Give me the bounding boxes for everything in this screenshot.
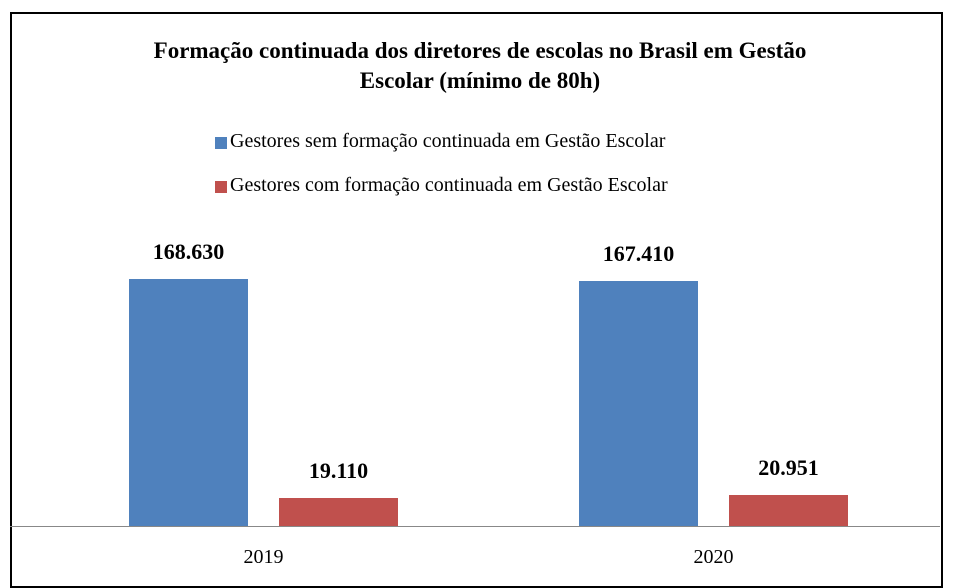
bar — [579, 280, 698, 526]
value-label: 168.630 — [152, 239, 225, 264]
value-label: 19.110 — [308, 458, 369, 483]
legend-label: Gestores com formação continuada em Gest… — [230, 174, 668, 196]
x-tick-label: 2019 — [243, 546, 284, 568]
legend-swatch — [215, 137, 227, 149]
x-tick-label: 2020 — [693, 546, 734, 568]
bar — [729, 495, 848, 526]
bar — [279, 498, 398, 526]
legend-label: Gestores sem formação continuada em Gest… — [230, 130, 666, 152]
legend-swatch — [215, 181, 227, 193]
bar — [129, 279, 248, 526]
x-axis-line — [10, 526, 940, 527]
chart-title: Formação continuada dos diretores de esc… — [153, 38, 807, 93]
value-label: 20.951 — [758, 455, 819, 481]
value-label: 167.410 — [602, 240, 675, 266]
